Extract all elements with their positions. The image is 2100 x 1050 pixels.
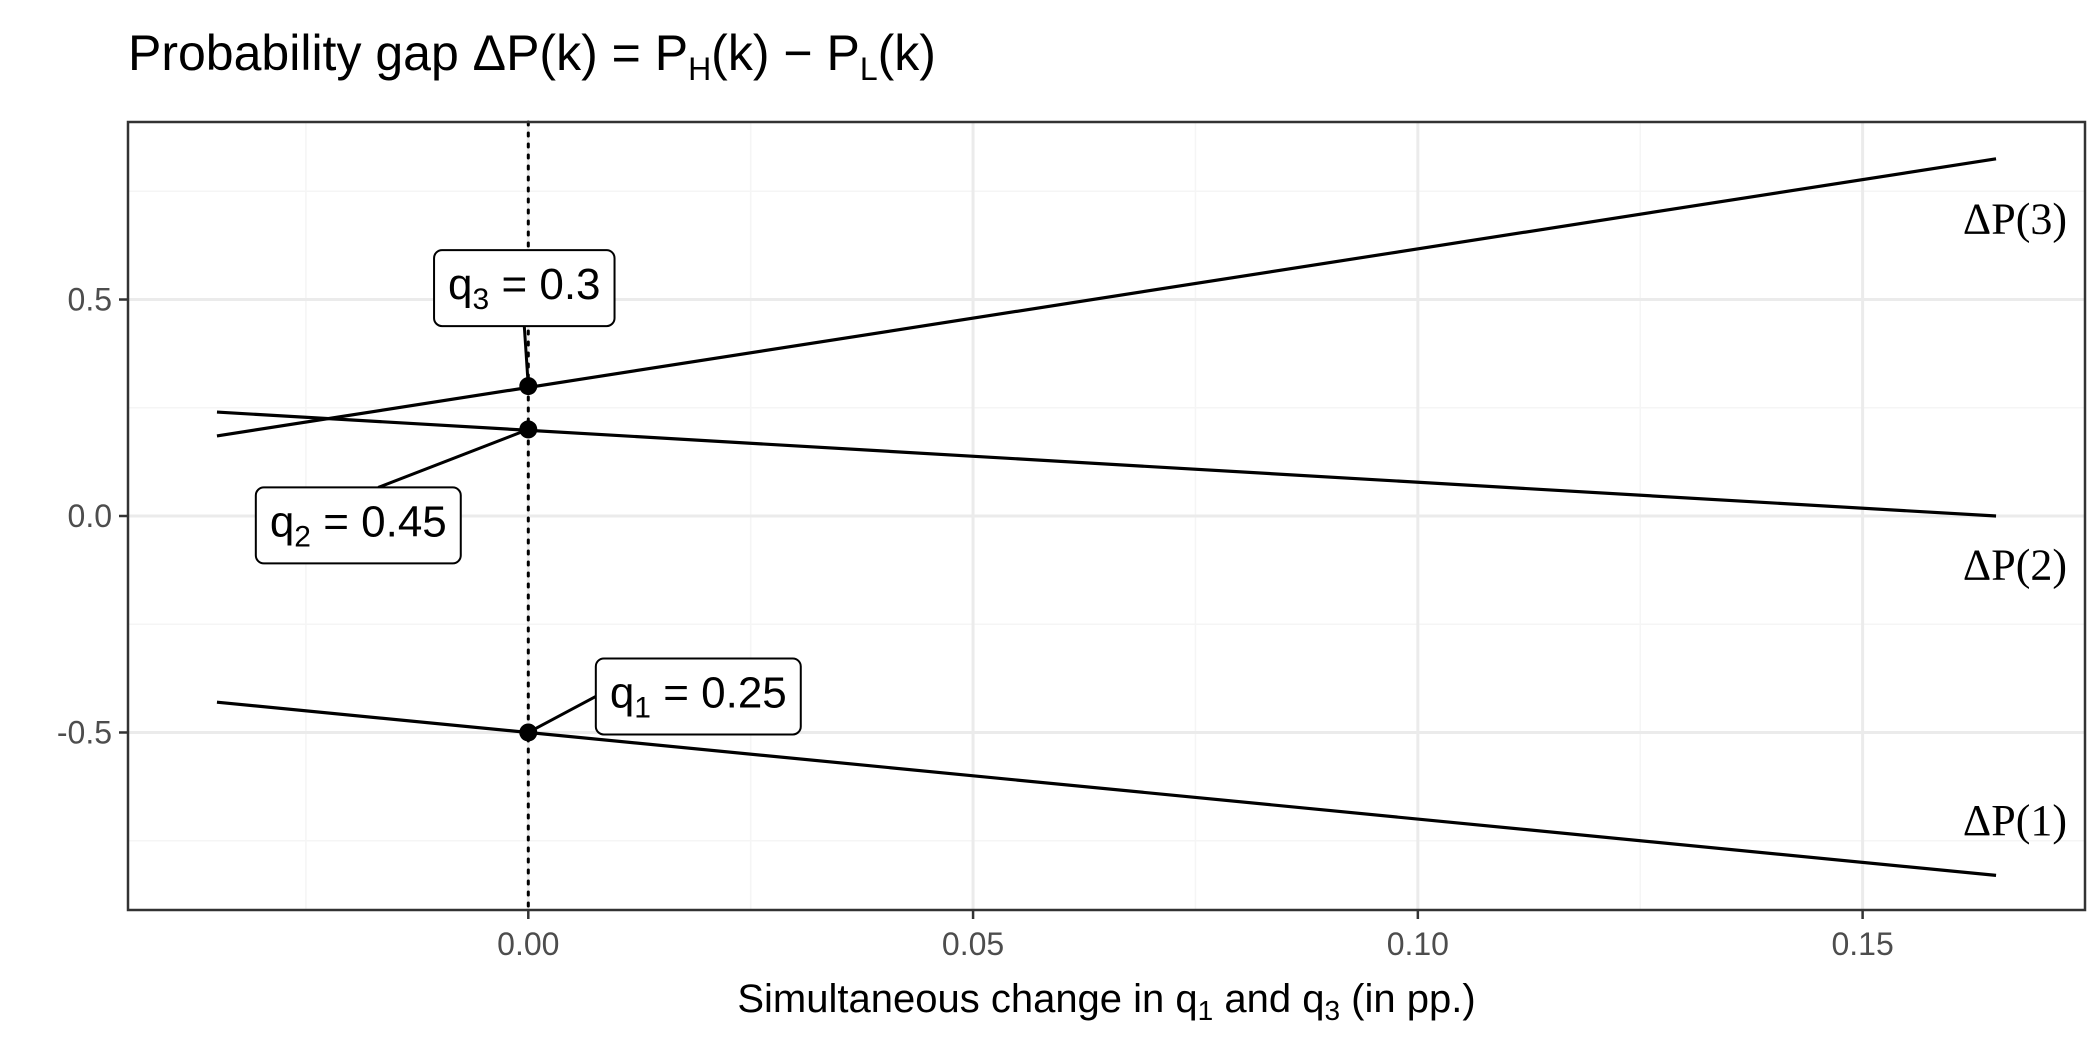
annotation-var: q [610, 668, 634, 717]
x-axis-ticks: 0.00 0.05 0.10 0.15 [497, 910, 1894, 962]
annotation-q1: q1 = 0.25 [594, 657, 802, 736]
annotation-box [594, 657, 802, 736]
annotation-q2: q2 = 0.45 [254, 486, 462, 565]
series-line-2 [216, 410, 1997, 518]
y-tick-label: -0.5 [57, 714, 112, 750]
x-axis-title: Simultaneous change in q1 and q3 (in pp.… [737, 977, 1475, 1026]
series-label-3: ΔP(3) [1963, 194, 2067, 243]
x-tick-label: 0.05 [942, 926, 1004, 962]
y-tick-label: 0.0 [68, 498, 112, 534]
data-point-q2 [519, 420, 538, 439]
annotation-q3: q3 = 0.3 [433, 249, 616, 328]
annotation-label-q3: q3 = 0.3 [448, 260, 600, 316]
annotation-value: = 0.3 [489, 260, 600, 309]
series-line-1 [216, 700, 1997, 877]
data-point-q3 [519, 377, 538, 396]
annotation-leader [522, 326, 530, 387]
annotation-subscript: 2 [294, 520, 311, 553]
annotation-leader [377, 428, 529, 489]
y-axis-ticks: 0.5 0.0 -0.5 [57, 282, 128, 750]
annotation-label-q2: q2 = 0.45 [270, 497, 447, 553]
x-tick-label: 0.10 [1387, 926, 1449, 962]
annotation-var: q [448, 260, 472, 309]
data-point-q1 [519, 723, 538, 742]
series-line-3 [216, 157, 1997, 438]
series-label-delta: Δ [1963, 796, 1991, 845]
y-tick-label: 0.5 [68, 282, 112, 318]
annotation-subscript: 1 [634, 691, 651, 724]
annotation-leader [527, 695, 597, 734]
x-tick-label: 0.15 [1831, 926, 1893, 962]
series-label-delta: Δ [1963, 194, 1991, 243]
annotation-label-q1: q1 = 0.25 [610, 668, 787, 724]
series-label-text: P(3) [1991, 194, 2067, 243]
annotation-subscript: 3 [473, 283, 490, 316]
series-label-2: ΔP(2) [1963, 541, 2067, 590]
annotation-box [433, 249, 616, 328]
chart-title: Probability gap ΔP(k) = PH(k) − PL(k) [128, 25, 936, 87]
series-label-1: ΔP(1) [1963, 796, 2067, 845]
series-lines [216, 157, 1997, 877]
series-label-delta: Δ [1963, 541, 1991, 590]
series-label-text: P(2) [1991, 541, 2067, 590]
annotation-box [254, 486, 462, 565]
annotation-value: = 0.45 [311, 497, 447, 546]
annotation-var: q [270, 497, 294, 546]
x-tick-label: 0.00 [497, 926, 559, 962]
annotation-value: = 0.25 [651, 668, 787, 717]
series-labels: ΔP(3)ΔP(2)ΔP(1) [1963, 194, 2067, 845]
series-label-text: P(1) [1991, 796, 2067, 845]
minor-gridlines [128, 122, 2085, 910]
